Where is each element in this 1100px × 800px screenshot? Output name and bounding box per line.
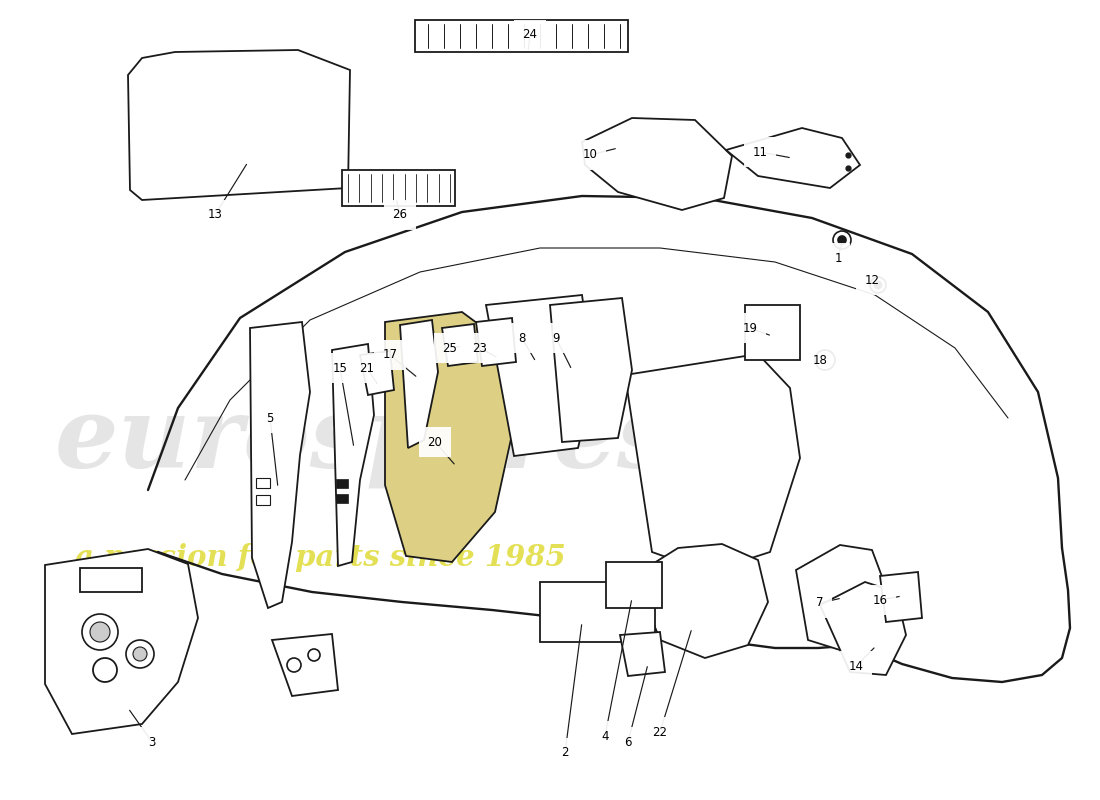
Polygon shape: [582, 118, 732, 210]
Bar: [336, 494, 348, 503]
Polygon shape: [385, 312, 516, 562]
Text: 26: 26: [393, 209, 407, 222]
Circle shape: [833, 231, 851, 249]
Polygon shape: [796, 545, 884, 650]
Text: 22: 22: [652, 726, 668, 738]
Polygon shape: [415, 20, 628, 52]
Text: 25: 25: [442, 342, 458, 354]
Polygon shape: [360, 351, 394, 395]
Circle shape: [126, 640, 154, 668]
Text: 3: 3: [148, 735, 156, 749]
Text: 12: 12: [865, 274, 880, 286]
Bar: [336, 479, 348, 488]
Text: 19: 19: [742, 322, 758, 334]
Polygon shape: [880, 572, 922, 622]
Text: 14: 14: [848, 659, 864, 673]
Bar: [80, 568, 142, 592]
Text: 2: 2: [561, 746, 569, 759]
Polygon shape: [442, 324, 478, 366]
Polygon shape: [745, 305, 800, 360]
Circle shape: [870, 277, 886, 293]
Text: 21: 21: [360, 362, 374, 374]
Text: 5: 5: [266, 411, 274, 425]
Text: 4: 4: [602, 730, 608, 742]
Text: 18: 18: [813, 354, 827, 366]
Bar: [256, 495, 270, 505]
Text: eurospares: eurospares: [55, 392, 674, 488]
Polygon shape: [625, 354, 800, 572]
Circle shape: [133, 647, 147, 661]
Circle shape: [815, 350, 835, 370]
Text: 17: 17: [383, 349, 397, 362]
Text: 8: 8: [518, 331, 526, 345]
Circle shape: [82, 614, 118, 650]
Text: 23: 23: [473, 342, 487, 354]
Polygon shape: [476, 318, 516, 366]
Text: 6: 6: [625, 735, 631, 749]
Text: 15: 15: [332, 362, 348, 374]
Polygon shape: [272, 634, 338, 696]
Text: 9: 9: [552, 331, 560, 345]
Polygon shape: [486, 295, 594, 456]
Polygon shape: [332, 344, 374, 566]
Circle shape: [90, 622, 110, 642]
Circle shape: [838, 236, 846, 244]
Polygon shape: [726, 128, 860, 188]
Circle shape: [287, 658, 301, 672]
Text: 13: 13: [208, 209, 222, 222]
Polygon shape: [540, 582, 654, 642]
Circle shape: [94, 658, 117, 682]
Text: 11: 11: [752, 146, 768, 158]
Text: a passion for parts since 1985: a passion for parts since 1985: [75, 543, 565, 573]
Polygon shape: [45, 549, 198, 734]
Polygon shape: [606, 562, 662, 608]
Text: 16: 16: [872, 594, 888, 606]
Polygon shape: [550, 298, 632, 442]
Circle shape: [874, 282, 881, 289]
Text: 24: 24: [522, 29, 538, 42]
Polygon shape: [250, 322, 310, 608]
Polygon shape: [620, 632, 666, 676]
Polygon shape: [400, 320, 438, 448]
Polygon shape: [342, 170, 455, 206]
Text: 1: 1: [834, 251, 842, 265]
Polygon shape: [820, 582, 906, 675]
Bar: [256, 478, 270, 488]
Polygon shape: [128, 50, 350, 200]
Text: 20: 20: [428, 435, 442, 449]
Text: 7: 7: [816, 597, 824, 610]
Text: 10: 10: [583, 149, 597, 162]
Circle shape: [308, 649, 320, 661]
Polygon shape: [635, 544, 768, 658]
